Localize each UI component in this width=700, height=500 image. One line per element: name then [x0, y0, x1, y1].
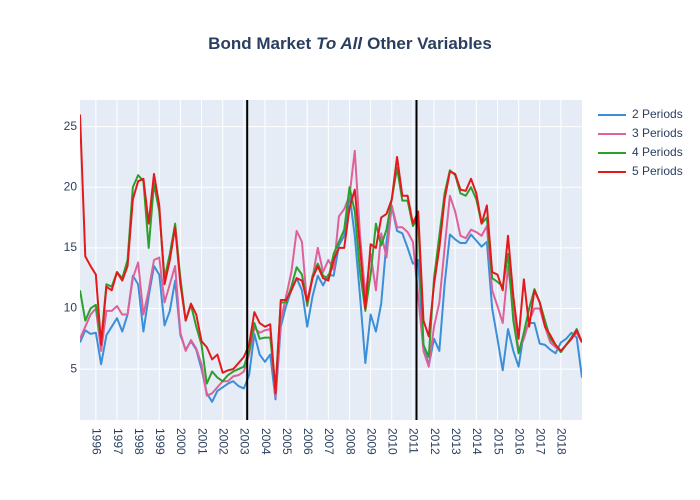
y-tick-label: 10: [64, 301, 78, 315]
x-tick-label: 2006: [301, 428, 315, 455]
x-tick-label: 2010: [386, 428, 400, 455]
x-tick-label: 2007: [322, 428, 336, 455]
legend-label: 2 Periods: [632, 107, 683, 121]
x-tick-label: 2018: [555, 428, 569, 455]
x-tick-label: 2001: [195, 428, 209, 455]
x-tick-label: 2003: [238, 428, 252, 455]
x-tick-label: 2008: [343, 428, 357, 455]
y-tick-label: 20: [64, 179, 78, 193]
series-line: [80, 193, 582, 403]
y-tick-label: 5: [70, 361, 77, 375]
x-tick-label: 1999: [153, 428, 167, 455]
x-tick-label: 2000: [174, 428, 188, 455]
x-tick-label: 2015: [491, 428, 505, 455]
x-tick-label: 2011: [407, 428, 421, 454]
title-part: Bond Market: [208, 34, 311, 53]
chart-title: Bond Market To All Other Variables: [208, 34, 492, 53]
x-tick-label: 1996: [90, 428, 104, 455]
x-tick-label: 2012: [428, 428, 442, 455]
x-tick-label: 2016: [512, 428, 526, 455]
x-tick-label: 2013: [449, 428, 463, 455]
legend-label: 4 Periods: [632, 145, 683, 159]
x-tick-label: 2004: [259, 428, 273, 455]
title-part: To All: [316, 34, 363, 53]
x-tick-label: 1998: [132, 428, 146, 455]
x-tick-label: 2005: [280, 428, 294, 455]
x-tick-label: 2014: [470, 428, 484, 455]
plot-group: [80, 100, 582, 420]
series-line: [80, 114, 582, 395]
y-tick-label: 25: [64, 119, 78, 133]
legend-label: 5 Periods: [632, 164, 683, 178]
x-tick-label: 2009: [364, 428, 378, 455]
y-tick-label: 15: [64, 240, 78, 254]
legend-label: 3 Periods: [632, 126, 683, 140]
title-part: Other Variables: [367, 34, 492, 53]
x-tick-label: 2017: [534, 428, 548, 455]
x-tick-label: 1997: [111, 428, 125, 455]
x-tick-label: 2002: [217, 428, 231, 455]
